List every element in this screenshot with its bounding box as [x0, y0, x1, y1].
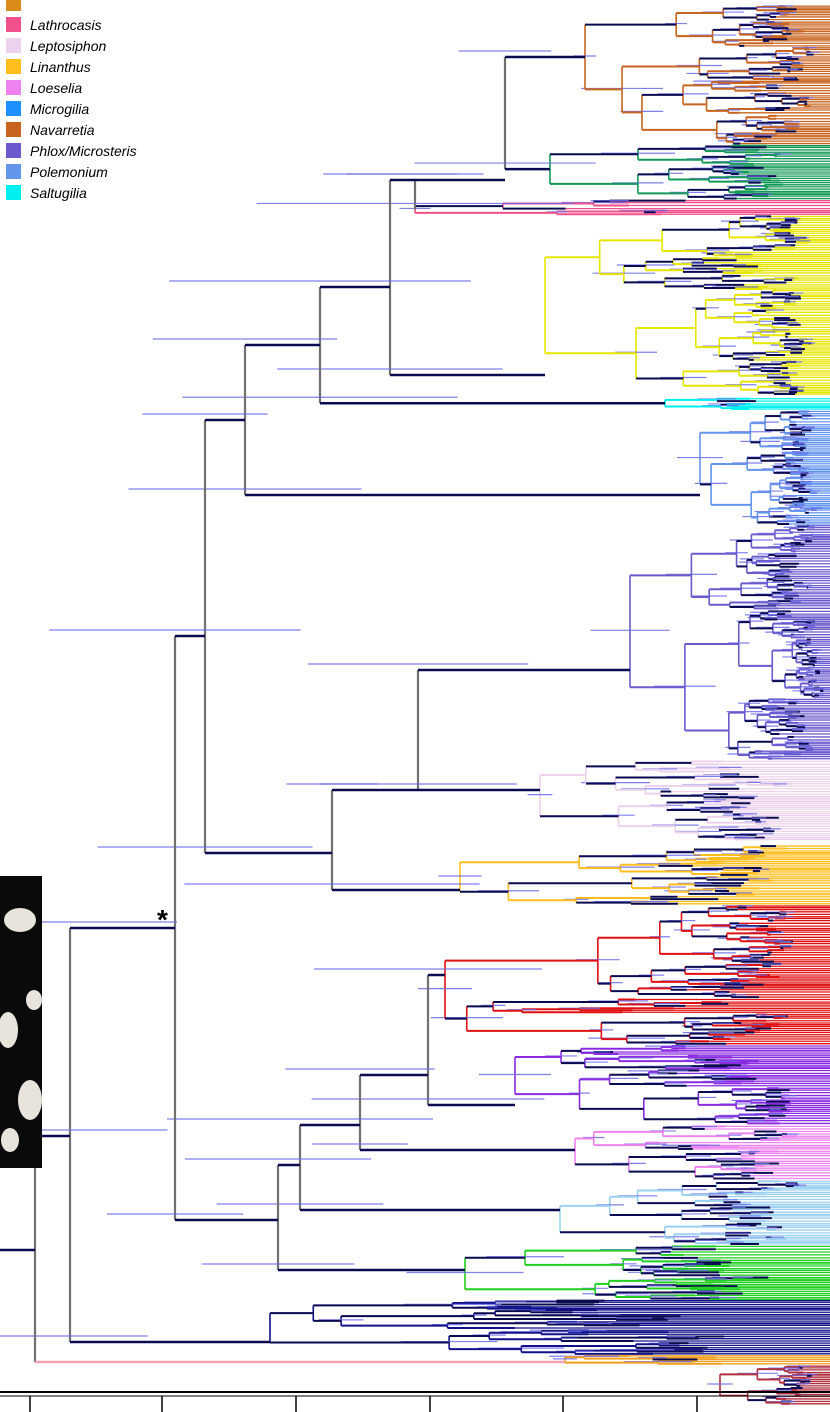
legend-label: Leptosiphon: [30, 38, 106, 54]
legend-swatch: [6, 164, 21, 179]
legend-swatch: [6, 122, 21, 137]
node-marker: *: [157, 904, 168, 936]
legend-swatch: [6, 0, 137, 14]
legend-item: Navarretia: [6, 119, 137, 140]
legend: Lathrocasis Leptosiphon Linanthus Loeselia M…: [6, 0, 137, 203]
photo-flower: [26, 990, 42, 1010]
legend-label: Loeselia: [30, 80, 82, 96]
legend-label: Linanthus: [30, 59, 91, 75]
legend-item: Polemonium: [6, 161, 137, 182]
legend-swatch: [6, 17, 21, 32]
legend-item: Microgilia: [6, 98, 137, 119]
legend-swatch: [6, 80, 21, 95]
legend-item: Lathrocasis: [6, 14, 137, 35]
legend-swatch: [6, 59, 21, 74]
legend-swatch: [6, 101, 21, 116]
legend-label: Lathrocasis: [30, 17, 102, 33]
legend-item: Loeselia: [6, 77, 137, 98]
legend-label: Polemonium: [30, 164, 108, 180]
legend-label: Phlox/Microsteris: [30, 143, 137, 159]
photo-flower: [18, 1080, 42, 1120]
legend-swatch: [6, 38, 21, 53]
legend-item: Leptosiphon: [6, 35, 137, 56]
phylogeny: [0, 0, 830, 1412]
legend-label: Microgilia: [30, 101, 89, 117]
legend-item: Linanthus: [6, 56, 137, 77]
legend-label: Navarretia: [30, 122, 95, 138]
legend-item: Phlox/Microsteris: [6, 140, 137, 161]
legend-label: Saltugilia: [30, 185, 87, 201]
legend-swatch: [6, 185, 21, 200]
legend-swatch: [6, 143, 21, 158]
legend-item: Saltugilia: [6, 182, 137, 203]
page: {"legend": [ {"name": "Lathrocasis", "co…: [0, 0, 830, 1412]
photo-flower: [4, 908, 36, 932]
photo-flower: [1, 1128, 19, 1152]
